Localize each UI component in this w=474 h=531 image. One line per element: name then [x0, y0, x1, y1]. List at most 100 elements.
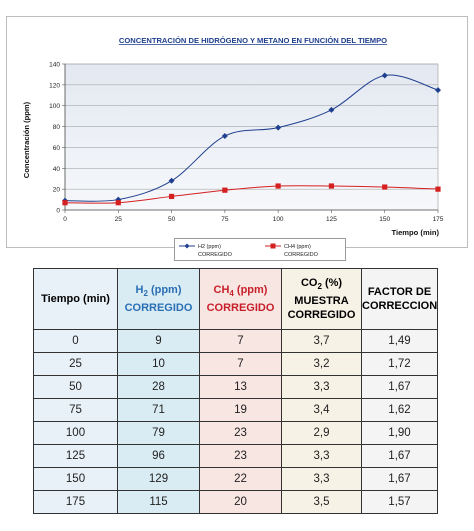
- cell-factor: 1,90: [361, 421, 438, 445]
- cell-tiempo: 0: [33, 329, 118, 353]
- table-row: 75 71 19 3,4 1,62: [33, 398, 438, 422]
- chart-legend: H2 (ppm) CORREGIDO CH4 (ppm) CORREGIDO: [174, 238, 346, 261]
- table-row: 50 28 13 3,3 1,67: [33, 375, 438, 399]
- cell-co2: 3,5: [281, 490, 362, 514]
- x-axis-label: Tiempo (min): [391, 228, 439, 237]
- data-point-h2: [275, 124, 282, 131]
- cell-ch4: 7: [199, 352, 282, 376]
- cell-ch4: 7: [199, 329, 282, 353]
- cell-ch4: 20: [199, 490, 282, 514]
- gridlines: [65, 63, 438, 190]
- data-point-h2: [435, 87, 441, 94]
- series-line-h2: [64, 74, 439, 202]
- cell-h2: 28: [117, 375, 200, 399]
- y-axis-label: Concentración (ppm): [22, 101, 31, 178]
- legend-ch4-marker: [270, 243, 276, 249]
- table-row: 125 96 23 3,3 1,67: [33, 444, 438, 468]
- y-tick-label: 80: [53, 124, 61, 131]
- chart-title: CONCENTRACIÓN DE HIDRÓGENO Y METANO EN F…: [119, 36, 387, 45]
- x-tick-label: 25: [115, 216, 123, 223]
- y-tick-label: 40: [53, 166, 61, 173]
- y-tick-label: 100: [49, 103, 60, 110]
- cell-co2: 3,7: [281, 329, 362, 353]
- header-ch4: CH4 (ppm) CORREGIDO: [199, 268, 282, 330]
- cell-co2: 3,2: [281, 352, 362, 376]
- cell-h2: 115: [117, 490, 200, 514]
- data-point-ch4: [115, 200, 121, 206]
- header-tiempo: Tiempo (min): [33, 268, 118, 330]
- data-point-h2: [328, 106, 335, 113]
- x-tick-label: 0: [63, 216, 67, 223]
- cell-factor: 1,62: [361, 398, 438, 422]
- y-axis-ticks: 0 20 40 60 80 100 120 140: [49, 62, 65, 215]
- series: [62, 72, 441, 206]
- cell-co2: 3,3: [281, 375, 362, 399]
- cell-ch4: 23: [199, 421, 282, 445]
- cell-co2: 3,3: [281, 467, 362, 491]
- cell-ch4: 22: [199, 467, 282, 491]
- cell-tiempo: 75: [33, 398, 118, 422]
- header-co2: CO2 (%) MUESTRA CORREGIDO: [281, 268, 362, 330]
- cell-factor: 1,67: [361, 444, 438, 468]
- table-row: 175 115 20 3,5 1,57: [33, 490, 438, 514]
- cell-h2: 9: [117, 329, 200, 353]
- y-tick-label: 120: [49, 82, 60, 89]
- data-point-ch4: [328, 183, 335, 189]
- table-row: 100 79 23 2,9 1,90: [33, 421, 438, 445]
- x-tick-label: 75: [221, 216, 229, 223]
- cell-h2: 10: [117, 352, 200, 376]
- legend-h2-marker: [184, 243, 190, 249]
- data-table: Tiempo (min) H2 (ppm) CORREGIDO CH4 (ppm…: [33, 268, 438, 514]
- cell-tiempo: 125: [33, 444, 118, 468]
- cell-factor: 1,49: [361, 329, 438, 353]
- x-tick-label: 175: [433, 216, 444, 223]
- axes: [64, 64, 438, 211]
- x-tick-label: 50: [168, 216, 176, 223]
- table-body: 0 9 7 3,7 1,49 25 10 7 3,2 1,72 50 28 13 3,3 1,67 75 71 1…: [33, 329, 438, 514]
- x-tick-label: 100: [273, 216, 284, 223]
- y-tick-label: 20: [53, 187, 61, 194]
- legend-h2-sublabel: CORREGIDO: [198, 252, 233, 258]
- cell-tiempo: 175: [33, 490, 118, 514]
- cell-factor: 1,67: [361, 375, 438, 399]
- cell-h2: 79: [117, 421, 200, 445]
- cell-co2: 2,9: [281, 421, 362, 445]
- cell-tiempo: 150: [33, 467, 118, 491]
- legend-h2-label: H2 (ppm): [198, 244, 221, 250]
- cell-h2: 96: [117, 444, 200, 468]
- header-h2: H2 (ppm) CORREGIDO: [117, 268, 200, 330]
- table-row: 0 9 7 3,7 1,49: [33, 329, 438, 353]
- data-point-h2: [168, 177, 175, 184]
- x-tick-label: 150: [379, 216, 390, 223]
- y-tick-label: 0: [56, 208, 60, 215]
- data-point-h2: [381, 72, 388, 79]
- cell-ch4: 23: [199, 444, 282, 468]
- cell-tiempo: 50: [33, 375, 118, 399]
- cell-tiempo: 25: [33, 352, 118, 376]
- line-chart: CONCENTRACIÓN DE HIDRÓGENO Y METANO EN F…: [22, 36, 444, 237]
- cell-factor: 1,67: [361, 467, 438, 491]
- cell-co2: 3,3: [281, 444, 362, 468]
- table-row: 150 129 22 3,3 1,67: [33, 467, 438, 491]
- cell-h2: 129: [117, 467, 200, 491]
- data-point-ch4: [62, 200, 68, 206]
- cell-factor: 1,72: [361, 352, 438, 376]
- legend-ch4-sublabel: CORREGIDO: [284, 252, 319, 258]
- x-tick-label: 125: [326, 216, 337, 223]
- data-point-ch4: [222, 187, 228, 193]
- cell-h2: 71: [117, 398, 200, 422]
- x-axis-ticks: 0 25 50 75 100 125 150 175: [63, 210, 444, 223]
- table-header-row: Tiempo (min) H2 (ppm) CORREGIDO CH4 (ppm…: [33, 268, 438, 330]
- chart-container: CONCENTRACIÓN DE HIDRÓGENO Y METANO EN F…: [6, 16, 468, 261]
- legend-graphic: H2 (ppm) CORREGIDO CH4 (ppm) CORREGIDO: [179, 243, 319, 258]
- table-row: 25 10 7 3,2 1,72: [33, 352, 438, 376]
- data-point-h2: [221, 132, 228, 139]
- series-line-ch4: [64, 185, 439, 204]
- cell-factor: 1,57: [361, 490, 438, 514]
- data-point-ch4: [275, 183, 281, 189]
- data-point-ch4: [382, 184, 388, 190]
- header-factor: FACTOR DE CORRECCION: [361, 268, 438, 330]
- cell-co2: 3,4: [281, 398, 362, 422]
- cell-tiempo: 100: [33, 421, 118, 445]
- data-point-ch4: [168, 193, 175, 200]
